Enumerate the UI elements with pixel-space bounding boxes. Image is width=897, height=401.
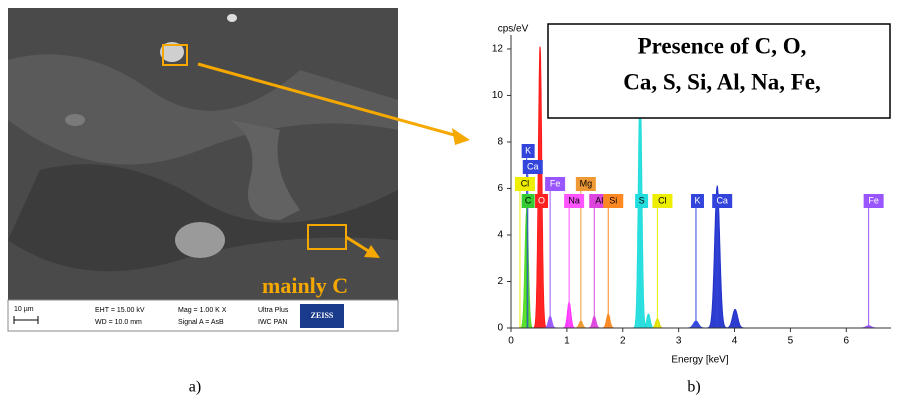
page: {"panel_a": { "scale_bar": "10 µm", "eht… [0,0,897,401]
element-label: K [525,145,531,155]
y-tick-label: 4 [497,230,503,241]
info-text: Ultra Plus [258,307,289,314]
element-label: Cl [521,178,530,188]
element-label: Si [609,195,617,205]
sem-particle [175,222,225,258]
y-axis-label: cps/eV [498,24,529,35]
sem-image: 10 µm EHT = 15.00 kV WD = 10.0 mm Mag = … [8,8,470,396]
element-label: Na [568,195,580,205]
element-label: K [694,195,700,205]
x-tick-label: 6 [844,336,850,347]
element-label: Ca [527,161,539,171]
info-text: EHT = 15.00 kV [95,307,145,314]
y-tick-label: 12 [492,44,504,55]
peak [725,309,745,328]
element-label: Ca [716,195,728,205]
x-axis-label: Energy [keV] [671,355,728,366]
y-tick-label: 0 [497,323,503,334]
sem-particle [227,14,237,22]
element-label: Cl [658,195,667,205]
element-label: Fe [550,178,561,188]
scale-label: 10 µm [14,306,34,313]
x-tick-label: 3 [676,336,682,347]
brand-text: ZEISS [311,311,334,320]
info-text: IWC PAN [258,319,287,326]
element-label: Fe [868,195,879,205]
y-tick-label: 8 [497,137,503,148]
annotation-text: Presence of C, O, [638,33,807,58]
element-label: C [525,195,532,205]
arrow-head [452,128,470,145]
annotation-text: Ca, S, Si, Al, Na, Fe, [623,69,820,94]
y-tick-label: 2 [497,276,503,287]
x-tick-label: 5 [788,336,794,347]
caption: a) [189,379,201,396]
element-label: Al [595,195,603,205]
x-tick-label: 1 [564,336,570,347]
x-tick-label: 0 [508,336,514,347]
element-label: O [538,195,545,205]
info-text: WD = 10.0 mm [95,319,142,326]
annotation: mainly C [262,273,348,298]
x-tick-label: 4 [732,336,738,347]
y-tick-label: 10 [492,90,504,101]
x-tick-label: 2 [620,336,626,347]
info-text: Mag = 1.00 K X [178,307,227,314]
figure: 10 µm EHT = 15.00 kV WD = 10.0 mm Mag = … [0,0,897,401]
caption: b) [687,379,700,396]
element-label: S [639,195,645,205]
info-text: Signal A = AsB [178,319,224,326]
sem-particle [65,114,85,126]
y-tick-label: 6 [497,183,503,194]
element-label: Mg [580,178,593,188]
